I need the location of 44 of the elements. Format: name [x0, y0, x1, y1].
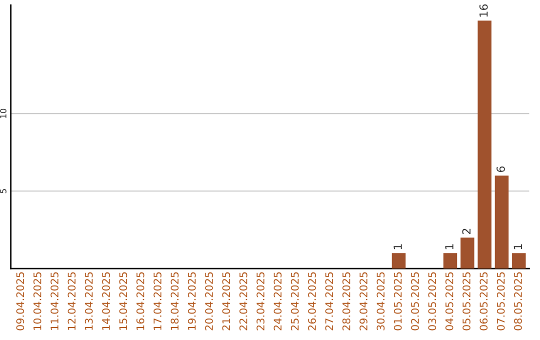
x-tick-label: 24.04.2025 [274, 272, 282, 330]
x-tick-label: 05.05.2025 [462, 272, 470, 330]
data-label: 2 [462, 228, 470, 234]
y-tick-label: 10 [0, 108, 6, 118]
x-tick-label: 19.04.2025 [188, 272, 196, 330]
data-label: 1 [394, 244, 402, 250]
x-tick-label: 30.04.2025 [376, 272, 385, 330]
x-tick-label: 27.04.2025 [325, 272, 334, 330]
x-tick-label: 14.04.2025 [102, 272, 110, 330]
x-tick-label: 13.04.2025 [84, 272, 93, 330]
x-tick-label: 25.04.2025 [290, 272, 299, 330]
x-tick-label: 10.04.2025 [33, 272, 42, 330]
x-tick-label: 20.04.2025 [205, 272, 213, 330]
x-tick-label: 26.04.2025 [308, 272, 316, 330]
data-label: 6 [496, 166, 505, 172]
x-tick-label: 23.04.2025 [256, 272, 264, 330]
x-tick-label: 22.04.2025 [239, 272, 248, 330]
x-tick-label: 15.04.2025 [119, 272, 128, 330]
y-tick-label: 5 [0, 189, 6, 194]
x-tick-label: 03.05.2025 [428, 272, 436, 330]
x-tick-label: 21.04.2025 [222, 272, 230, 330]
x-tick-label: 12.04.2025 [68, 272, 76, 330]
x-tick-label: 18.04.2025 [170, 272, 179, 330]
x-tick-label: 07.05.2025 [496, 272, 505, 330]
x-tick-label: 09.04.2025 [16, 272, 24, 330]
data-label: 1 [445, 244, 454, 250]
x-tick-label: 01.05.2025 [394, 272, 402, 330]
x-tick-label: 16.04.2025 [136, 272, 144, 330]
x-tick-label: 28.04.2025 [342, 272, 350, 330]
data-label: 1 [514, 244, 522, 250]
x-tick-label: 11.04.2025 [50, 272, 58, 330]
x-tick-label: 08.05.2025 [514, 272, 522, 330]
bar [460, 238, 474, 269]
bar [494, 176, 509, 269]
x-tick-label: 17.04.2025 [154, 272, 162, 330]
bar [512, 253, 526, 269]
x-tick-label: 02.05.2025 [411, 272, 419, 330]
x-tick-label: 06.05.2025 [480, 272, 488, 330]
x-tick-label: 04.05.2025 [445, 272, 454, 330]
x-tick-label: 29.04.2025 [360, 272, 368, 330]
data-label: 16 [479, 4, 488, 17]
bar [392, 253, 406, 269]
bar [443, 253, 458, 269]
bar [478, 20, 492, 269]
